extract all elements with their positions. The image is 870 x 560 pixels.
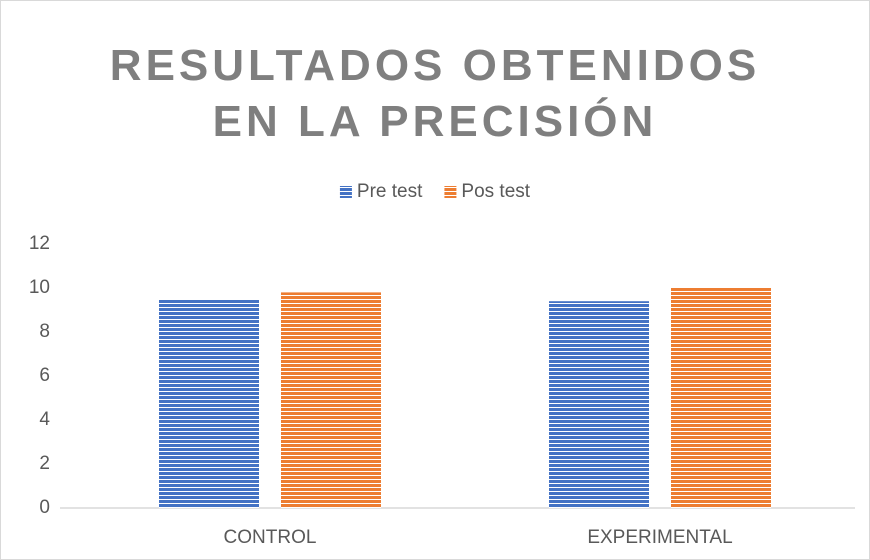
bar	[549, 301, 649, 508]
legend-label: Pre test	[357, 181, 423, 202]
y-tick-label: 8	[39, 321, 50, 342]
legend-swatch	[444, 186, 457, 198]
y-tick-label: 10	[29, 277, 50, 298]
y-tick-label: 4	[39, 409, 50, 430]
chart-title: RESULTADOS OBTENIDOS EN LA PRECISIÓN	[109, 41, 761, 146]
bar	[159, 299, 259, 508]
bar	[671, 288, 771, 508]
y-tick-label: 2	[39, 453, 50, 474]
legend-label: Pos test	[461, 181, 530, 202]
y-tick-label: 0	[39, 497, 50, 518]
y-tick-label: 12	[29, 233, 50, 254]
y-tick-label: 6	[39, 365, 50, 386]
legend-item: Pos test	[444, 181, 531, 202]
x-tick-label: CONTROL	[224, 527, 317, 548]
x-tick-label: EXPERIMENTAL	[587, 527, 732, 548]
legend-item: Pre test	[339, 181, 423, 202]
bar	[281, 292, 381, 508]
legend-swatch	[339, 186, 352, 198]
